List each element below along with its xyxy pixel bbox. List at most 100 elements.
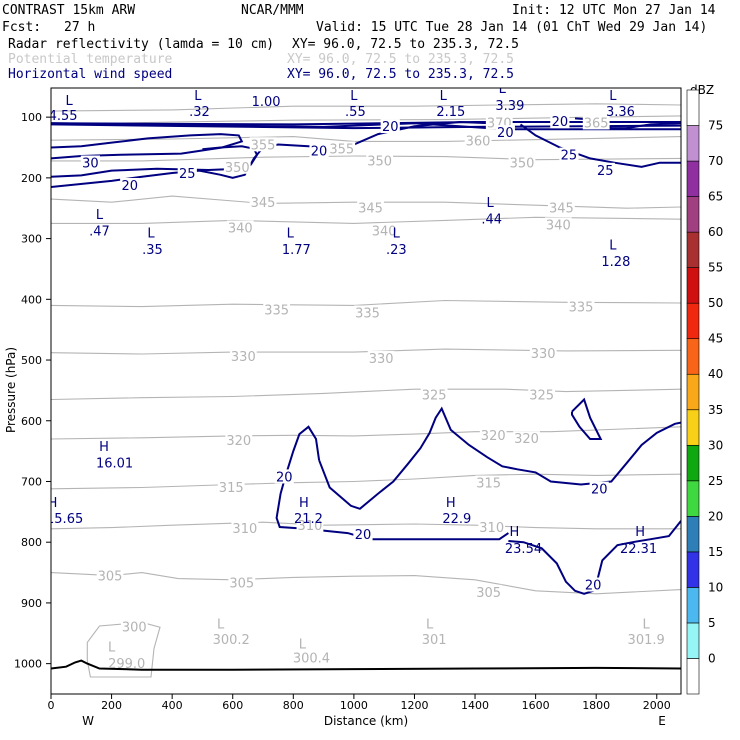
wind-speed-label-20: 20 [121,179,138,194]
theta-label-310: 310 [232,522,257,537]
theta-label-350-bg [366,153,394,168]
colorbar-swatch [686,551,700,588]
theta-label-350-bg [223,159,251,174]
colorbar-level-label: 20 [708,509,723,523]
low-marker: L [287,226,295,241]
colorbar-level-label: 15 [708,545,723,559]
wind-speed-label-20-bg [550,114,570,129]
x-tick-label: 1400 [461,699,489,712]
colorbar-swatch [686,480,700,517]
theta-label-335-bg [567,299,595,314]
low-marker: L [426,617,434,632]
colorbar-swatch [686,444,700,482]
y-axis-label: Pressure (hPa) [4,347,18,433]
high-marker: H [48,496,58,511]
high-value: 21.2 [294,512,323,527]
wind-speed-contour-20 [51,123,681,130]
colorbar-level-label: 45 [708,332,723,346]
theta-label-300: 300 [122,620,147,635]
wind-speed-label-20-bg [380,119,400,134]
x-tick-label: 1200 [400,699,428,712]
wind-speed-contour-20 [318,406,681,510]
colorbar-swatch [686,231,700,268]
low-marker: L [217,617,225,632]
low-value: 1.00 [252,95,281,110]
wind-speed-label-20-bg [495,125,515,140]
theta-label-345-bg [547,200,575,215]
theta-label-320-bg [513,431,540,446]
theta-label-315-bg [475,475,503,490]
colorbar-swatch [686,587,700,624]
theta-label-360-bg [464,133,492,148]
wind-speed-contour-20 [571,397,603,440]
colorbar-swatch [686,409,700,446]
fcst-value: 27 h [64,20,95,35]
y-tick-label: 200 [21,172,42,185]
high-marker: H [446,496,456,511]
high-value: 22.31 [620,542,657,557]
wind-speed-label-20: 20 [311,144,328,159]
theta-label-350: 350 [225,161,250,176]
y-tick-label: 700 [21,475,42,488]
theta-label-315-bg [217,479,245,494]
terrain-line [51,659,681,671]
theta-label-320: 320 [226,434,251,449]
x-tick-label: 200 [101,699,122,712]
low-marker: L [499,82,507,97]
colorbar-swatch [686,622,700,659]
y-tick-label: 800 [21,536,42,549]
y-tick-label: 900 [21,597,42,610]
valid-time: Valid: 15 UTC Tue 28 Jan 14 (01 ChT Wed … [316,20,707,35]
theta-label-335: 335 [569,300,594,315]
colorbar-level-label: 5 [708,616,716,630]
theta-label-335: 335 [264,303,289,318]
theta-contour-350 [51,155,681,162]
x-tick-label: 400 [162,699,183,712]
wind-speed-label-20: 20 [585,579,602,594]
high-value: 15.65 [46,512,83,527]
colorbar-level-label: 75 [708,119,723,133]
theta-label-340-bg [226,220,254,235]
theta-label-305-bg [228,575,256,590]
theta-label-340-bg [544,217,572,232]
theta-contour-355 [51,136,681,142]
field-name-reflectivity: Radar reflectivity (lamda = 10 cm) [8,37,274,52]
low-value: 4.55 [49,109,78,124]
theta-label-315: 315 [219,481,244,496]
theta-label-350-bg [508,155,536,170]
wind-speed-label-20: 20 [382,120,399,135]
field-xy-theta: XY= 96.0, 72.5 to 235.3, 72.5 [287,52,514,67]
x-tick-label: 1600 [522,699,550,712]
theta-label-330-bg [529,346,557,361]
theta-label-345: 345 [251,196,276,211]
theta-label-330: 330 [369,352,394,367]
wind-speed-label-20-bg [309,143,329,158]
theta-label-350: 350 [367,155,392,170]
wind-speed-label-20-bg [274,469,294,484]
theta-label-340-bg [370,223,398,238]
high-marker: H [99,440,109,455]
low-marker: L [96,208,104,223]
theta-label-315: 315 [476,477,501,492]
high-marker: H [635,525,645,540]
east-label: E [658,714,666,728]
theta-label-320-bg [225,433,253,448]
plot-frame [50,87,682,695]
theta-label-335-bg [354,305,381,320]
colorbar-swatch [686,267,700,304]
low-marker: L [194,89,202,104]
field-xy-wind: XY= 96.0, 72.5 to 235.3, 72.5 [287,67,514,82]
field-name-theta: Potential temperature [8,52,173,67]
colorbar-swatch [686,373,700,411]
theta-label-365: 365 [584,116,609,131]
theta-contour-310 [51,521,681,530]
theta-label-330: 330 [231,350,256,365]
colorbar-level-label: 70 [708,154,723,168]
theta-label-305: 305 [98,569,123,584]
low-value: .35 [142,243,163,258]
colorbar-level-label: 65 [708,190,723,204]
theta-contour-365 [51,103,681,112]
wind-speed-label-25-bg [595,162,615,177]
wind-speed-contour-20 [275,425,509,541]
